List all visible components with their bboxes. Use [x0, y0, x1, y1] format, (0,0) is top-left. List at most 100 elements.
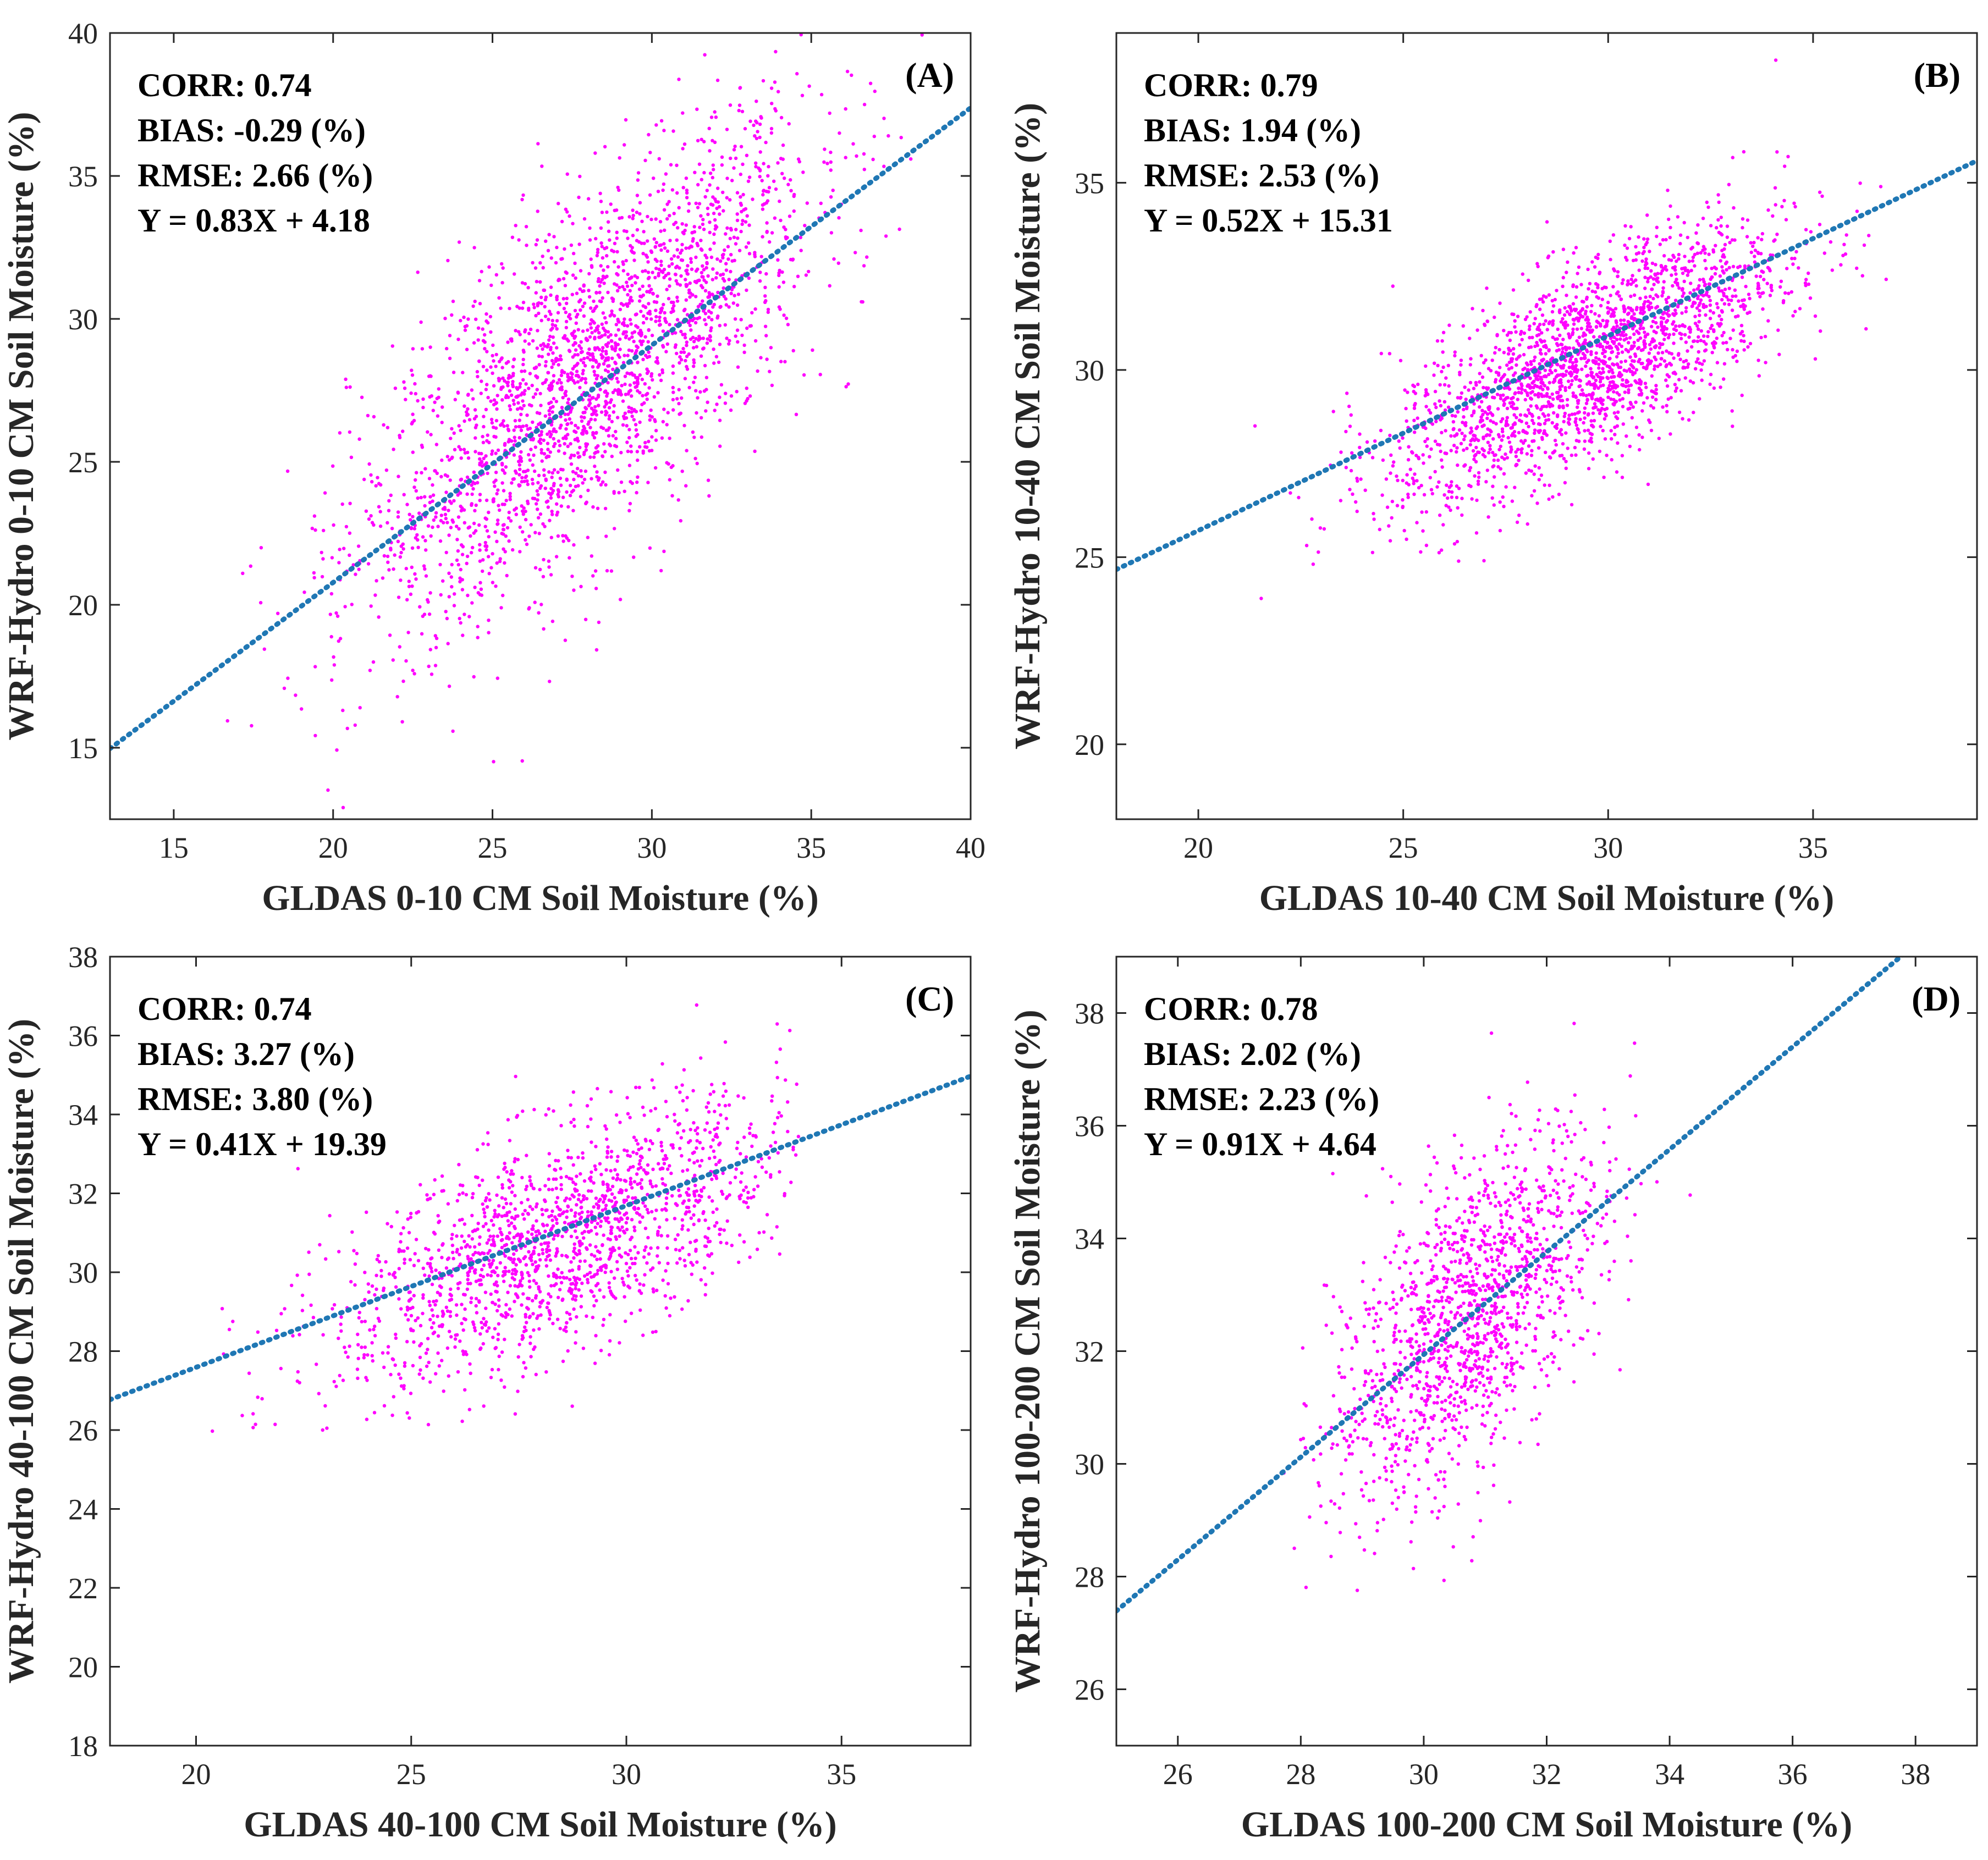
- scatter-point: [520, 759, 524, 763]
- scatter-point: [1673, 299, 1678, 302]
- scatter-point: [1317, 550, 1320, 554]
- scatter-point: [370, 521, 375, 525]
- scatter-point: [472, 246, 476, 250]
- scatter-point: [723, 279, 726, 283]
- scatter-point: [1725, 295, 1728, 299]
- scatter-point: [1435, 339, 1440, 343]
- scatter-point: [658, 220, 663, 224]
- scatter-point: [603, 506, 608, 511]
- scatter-point: [564, 427, 568, 431]
- scatter-point: [462, 612, 466, 616]
- scatter-point: [853, 251, 857, 255]
- scatter-point: [576, 328, 580, 332]
- scatter-point: [1667, 375, 1671, 379]
- scatter-point: [1556, 327, 1560, 332]
- scatter-point: [1758, 274, 1763, 279]
- scatter-point: [1576, 368, 1580, 372]
- scatter-point: [529, 438, 533, 441]
- scatter-point: [1709, 224, 1713, 228]
- scatter-point: [845, 69, 850, 74]
- scatter-point: [1619, 360, 1623, 364]
- scatter-point: [599, 410, 604, 414]
- scatter-point: [1490, 496, 1494, 500]
- scatter-point: [623, 323, 626, 327]
- scatter-point: [1884, 277, 1888, 282]
- scatter-point: [642, 314, 646, 318]
- scatter-point: [1529, 397, 1533, 401]
- scatter-point: [623, 417, 626, 421]
- scatter-point: [594, 236, 598, 241]
- y-tick-label: 25: [1075, 541, 1104, 574]
- scatter-point: [1704, 305, 1708, 308]
- scatter-point: [487, 555, 491, 559]
- scatter-point: [659, 569, 663, 573]
- scatter-point: [572, 365, 577, 368]
- scatter-point: [691, 237, 695, 241]
- scatter-point: [1580, 388, 1584, 392]
- scatter-point: [1620, 476, 1624, 479]
- scatter-point: [629, 444, 633, 448]
- scatter-point: [553, 324, 558, 328]
- scatter-point: [478, 559, 482, 563]
- scatter-point: [829, 195, 833, 199]
- scatter-point: [1813, 314, 1818, 318]
- scatter-point: [423, 567, 427, 571]
- scatter-point: [1485, 319, 1489, 323]
- scatter-point: [1566, 260, 1570, 264]
- scatter-point: [669, 300, 674, 304]
- scatter-point: [1555, 289, 1559, 292]
- scatter-point: [1509, 426, 1513, 430]
- scatter-point: [591, 505, 595, 509]
- scatter-point: [593, 336, 597, 341]
- scatter-point: [1694, 231, 1698, 235]
- scatter-point: [1524, 430, 1528, 434]
- scatter-point: [519, 428, 524, 432]
- scatter-point: [643, 440, 647, 445]
- scatter-point: [1567, 366, 1571, 369]
- scatter-point: [1624, 378, 1628, 383]
- scatter-point: [382, 423, 386, 427]
- scatter-point: [524, 476, 527, 479]
- scatter-point: [1727, 183, 1731, 186]
- scatter-point: [1434, 405, 1438, 410]
- scatter-point: [754, 119, 758, 123]
- scatter-point: [598, 284, 602, 288]
- scatter-point: [1720, 289, 1724, 293]
- scatter-point: [1435, 485, 1439, 489]
- scatter-point: [505, 526, 510, 530]
- scatter-point: [455, 525, 459, 528]
- scatter-point: [718, 418, 722, 422]
- scatter-point: [537, 516, 541, 520]
- scatter-point: [1501, 393, 1505, 397]
- scatter-point: [683, 307, 687, 311]
- scatter-point: [648, 418, 652, 422]
- scatter-point: [630, 406, 634, 411]
- scatter-point: [685, 355, 689, 358]
- scatter-point: [1703, 258, 1707, 263]
- scatter-point: [1656, 365, 1660, 368]
- scatter-point: [607, 406, 612, 410]
- scatter-point: [1533, 317, 1537, 321]
- scatter-point: [462, 1239, 466, 1244]
- scatter-point: [626, 449, 630, 454]
- scatter-point: [369, 604, 373, 608]
- scatter-point: [1659, 272, 1663, 275]
- scatter-point: [312, 576, 316, 579]
- scatter-point: [337, 639, 340, 643]
- scatter-point: [434, 515, 438, 519]
- scatter-point: [1642, 401, 1646, 405]
- scatter-point: [1692, 288, 1696, 292]
- scatter-point: [1599, 384, 1602, 388]
- scatter-point: [1603, 437, 1607, 441]
- scatter-point: [744, 220, 748, 224]
- scatter-point: [493, 484, 497, 488]
- scatter-point: [1565, 310, 1569, 314]
- scatter-point: [665, 423, 669, 427]
- scatter-point: [1455, 450, 1458, 454]
- scatter-point: [1860, 274, 1864, 278]
- scatter-point: [555, 327, 559, 331]
- scatter-point: [579, 346, 583, 350]
- scatter-point: [1654, 388, 1658, 391]
- scatter-point: [566, 505, 570, 509]
- scatter-point: [1540, 331, 1544, 335]
